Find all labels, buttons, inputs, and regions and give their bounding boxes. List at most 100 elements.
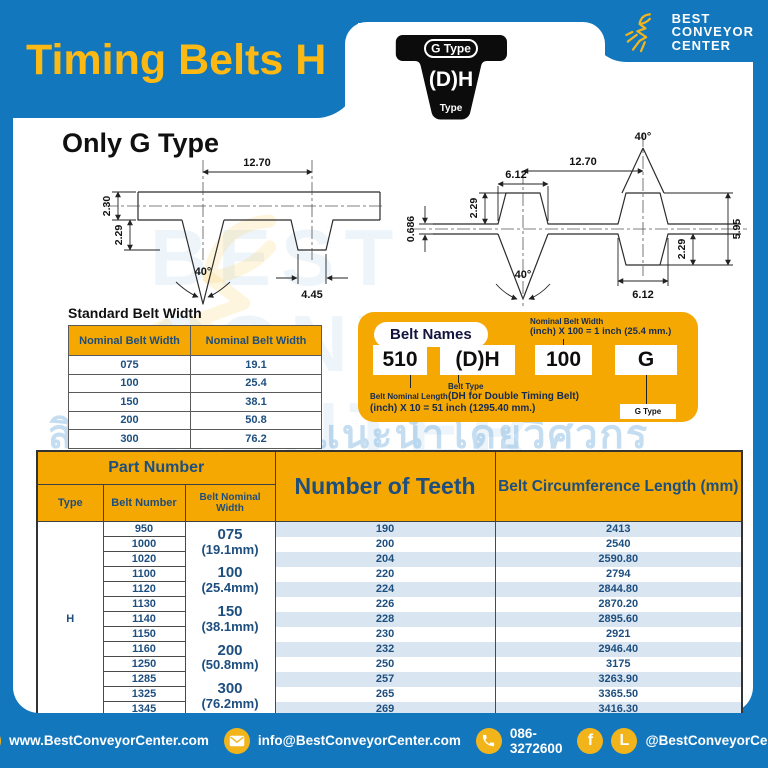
company-name: BEST CONVEYOR CENTER <box>671 11 754 53</box>
dim-bottom-height: 2.29 <box>676 239 688 260</box>
teeth-cell: 204 <box>274 551 496 567</box>
dim-pitch-2: 12.70 <box>569 156 597 168</box>
table-row: 1345 269 3416.30 <box>37 701 743 717</box>
dim-top-width: 6.12 <box>505 169 526 181</box>
sbw-cell: 76.2 <box>190 429 322 449</box>
table-row: 1325 265 3365.50 <box>37 686 743 702</box>
belt-number-cell: 1020 <box>102 551 186 567</box>
sbw-col1-header: Nominal Belt Width <box>68 325 191 356</box>
belt-name-part-g: G <box>615 345 677 375</box>
g-type-label: G Type <box>620 404 676 419</box>
belt-number-cell: 1100 <box>102 566 186 582</box>
dim-thickness: 2.30 <box>101 196 113 217</box>
belt-number-cell: 1160 <box>102 641 186 657</box>
length-note: (inch) X 10 = 51 inch (1295.40 mm.) <box>370 403 536 414</box>
line-icon[interactable]: L <box>611 727 638 754</box>
only-g-type-heading: Only G Type <box>62 128 220 158</box>
circumference-cell: 2844.80 <box>494 581 743 597</box>
social-handle-text[interactable]: @BestConveyorCenter <box>645 733 768 748</box>
sbw-cell: 38.1 <box>190 392 322 412</box>
circumference-cell: 2540 <box>494 536 743 552</box>
width-group: 100 (25.4mm) <box>201 564 259 596</box>
badge-tooth-shape <box>395 35 507 120</box>
belt-number-cell: 1000 <box>102 536 186 552</box>
connector-line <box>563 339 564 345</box>
goat-logo-icon <box>622 9 666 55</box>
width-group: 150 (38.1mm) <box>201 603 259 634</box>
teeth-cell: 226 <box>274 596 496 612</box>
teeth-cell: 257 <box>274 671 496 687</box>
table-row: Type Belt Number Belt Nominal Width <box>36 484 742 522</box>
teeth-cell: 232 <box>274 641 496 657</box>
belt-type-badge: G Type (D)H Type <box>395 35 507 120</box>
dim-bottom-width: 6.12 <box>632 289 653 301</box>
teeth-header: Number of Teeth <box>274 450 496 522</box>
table-row: 1285 257 3263.90 <box>37 671 743 687</box>
teeth-cell: 200 <box>274 536 496 552</box>
facebook-icon[interactable]: f <box>577 727 604 754</box>
dim-body: 0.686 <box>405 216 417 242</box>
dim-tooth-width: 4.45 <box>301 289 322 301</box>
sbw-cell: 300 <box>68 429 191 449</box>
teeth-cell: 190 <box>274 521 496 537</box>
table-row: 100 25.4 <box>68 373 322 393</box>
teeth-cell: 224 <box>274 581 496 597</box>
email-text[interactable]: info@BestConveyorCenter.com <box>257 733 461 748</box>
table-row: 150 38.1 <box>68 392 322 412</box>
belt-number-cell: 1150 <box>102 626 186 642</box>
teeth-cell: 228 <box>274 611 496 627</box>
circumference-cell: 3416.30 <box>494 701 743 717</box>
sbw-cell: 100 <box>68 373 191 393</box>
belt-number-cell: 1250 <box>102 656 186 672</box>
circumference-cell: 2590.80 <box>494 551 743 567</box>
circumference-cell: 3263.90 <box>494 671 743 687</box>
table-row: 300 76.2 <box>68 429 322 449</box>
footer-phone[interactable]: 086-3272600 <box>475 725 563 756</box>
footer-website[interactable]: www.BestConveyorCenter.com <box>0 727 209 754</box>
circumference-cell: 3365.50 <box>494 686 743 702</box>
belt-name-part-width: 100 <box>535 345 592 375</box>
footer-email[interactable]: info@BestConveyorCenter.com <box>223 727 461 754</box>
website-text[interactable]: www.BestConveyorCenter.com <box>9 733 209 748</box>
dim-tooth-height: 2.29 <box>113 225 125 246</box>
phone-icon[interactable] <box>475 727 502 754</box>
badge-type-label: Type <box>440 103 463 114</box>
circumference-cell: 2895.60 <box>494 611 743 627</box>
width-group: 075 (19.1mm) <box>201 525 259 557</box>
belt-number-cell: 1325 <box>102 686 186 702</box>
belt-names-box: Belt Names Nominal Belt Width (inch) X 1… <box>358 312 698 422</box>
sbw-col2-header: Nominal Belt Width <box>190 325 322 356</box>
page-title: Timing Belts H <box>26 36 327 84</box>
table-row: 1020 204 2590.80 <box>37 551 743 567</box>
connector-line <box>410 375 411 388</box>
footer-social[interactable]: f L @BestConveyorCenter <box>577 727 768 754</box>
table-row: 1100 220 2794 <box>37 566 743 582</box>
teeth-cell: 265 <box>274 686 496 702</box>
header-title-block: Timing Belts H <box>0 0 358 118</box>
sbw-cell: 075 <box>68 355 191 375</box>
part-number-table: Part Number Number of Teeth Belt Circumf… <box>36 450 744 718</box>
dim-total: 5.95 <box>731 219 743 240</box>
table-row: 1250 250 3175 <box>37 656 743 672</box>
table-row: 1000 200 2540 <box>37 536 743 552</box>
teeth-cell: 269 <box>274 701 496 717</box>
type-note-title: Belt Type <box>448 382 484 391</box>
circumference-header: Belt Circumference Length (mm) <box>494 450 743 522</box>
length-note-title: Belt Nominal Length <box>370 392 448 401</box>
dim-pitch: 12.70 <box>243 157 271 169</box>
dim-angle-top: 40° <box>635 131 652 143</box>
globe-icon[interactable] <box>0 727 2 754</box>
teeth-cell: 250 <box>274 656 496 672</box>
belt-number-cell: 1285 <box>102 671 186 687</box>
double-belt-diagram: 12.70 6.12 40° 2.29 0.686 40° 6.12 2.29 … <box>405 131 747 306</box>
width-group: 300 (76.2mm) <box>201 680 259 711</box>
envelope-icon[interactable] <box>223 727 250 754</box>
table-row: 1140 228 2895.60 <box>37 611 743 627</box>
part-number-header: Part Number <box>36 450 276 485</box>
table-row: 1150 230 2921 <box>37 626 743 642</box>
dim-angle-bottom: 40° <box>515 269 532 281</box>
sbw-cell: 150 <box>68 392 191 412</box>
phone-text[interactable]: 086-3272600 <box>509 725 563 756</box>
type-cell: H <box>37 521 104 717</box>
sbw-cell: 50.8 <box>190 410 322 430</box>
